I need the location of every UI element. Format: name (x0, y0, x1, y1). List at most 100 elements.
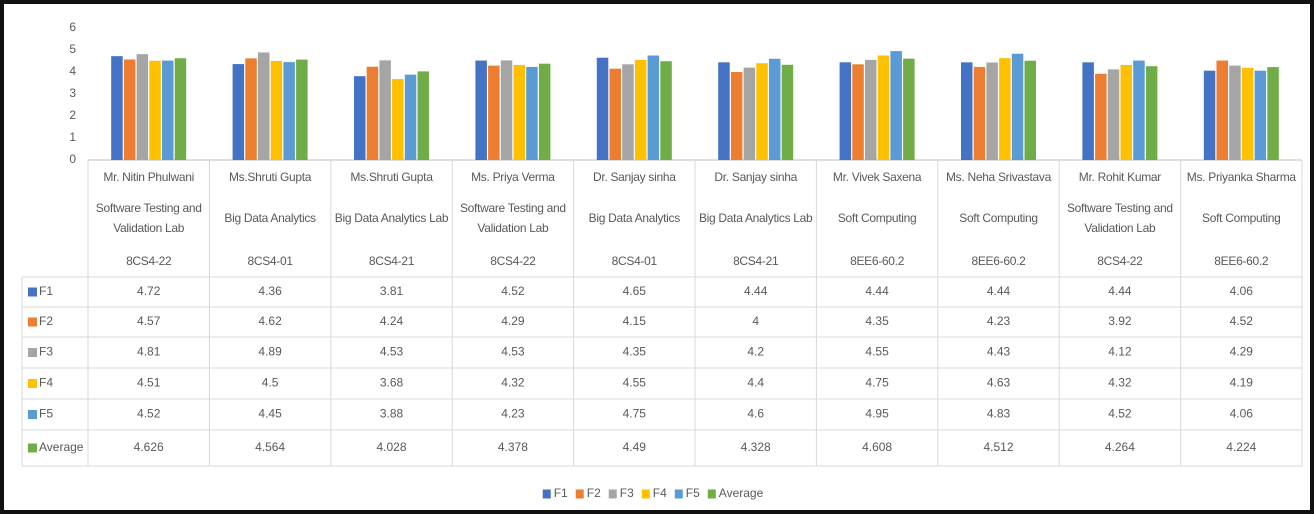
bar (973, 66, 986, 160)
category-code: 8CS4-01 (247, 254, 293, 268)
y-tick-label: 0 (69, 152, 76, 166)
category-subject: Soft Computing (837, 211, 917, 225)
table-value: 4.564 (255, 440, 285, 454)
bar (986, 62, 998, 160)
bar (1203, 70, 1216, 160)
table-row-label: F4 (39, 376, 53, 390)
table-value: 4.52 (501, 284, 525, 298)
category-subject: Software Testing and Validation Lab (1066, 201, 1173, 235)
bar (379, 60, 391, 161)
table-value: 4.06 (1230, 407, 1254, 421)
table-value: 4.512 (983, 440, 1013, 454)
table-row-label: F2 (39, 314, 53, 328)
legend-key (575, 489, 584, 499)
category-code: 8EE6-60.2 (1214, 254, 1269, 268)
category-subject: Big Data Analytics (588, 211, 681, 225)
table-value: 4.028 (376, 440, 406, 454)
bar (903, 58, 915, 160)
table-value: 4.53 (501, 345, 525, 359)
table-value: 4.6 (747, 407, 764, 421)
table-value: 4.72 (137, 284, 161, 298)
bar (1229, 65, 1241, 160)
bar (1120, 64, 1132, 160)
table-value: 4.45 (258, 407, 282, 421)
bar (596, 57, 609, 161)
bar (366, 66, 379, 160)
bar (500, 60, 513, 161)
table-value: 3.81 (380, 284, 404, 298)
bar (730, 72, 743, 160)
table-value: 4.44 (1108, 284, 1132, 298)
bar (743, 67, 756, 160)
bar (1024, 60, 1036, 160)
category-subject: Soft Computing (1202, 211, 1281, 225)
y-tick-label: 1 (69, 130, 76, 144)
bar (354, 76, 366, 160)
bar (1216, 60, 1228, 161)
table-value: 4.55 (865, 345, 889, 359)
category-name: Ms.Shruti Gupta (350, 170, 433, 184)
table-value: 4.44 (744, 284, 768, 298)
table-legend-key (28, 317, 37, 327)
category-subject: Big Data Analytics Lab (334, 211, 449, 225)
category-name: Ms. Priyanka Sharma (1186, 170, 1296, 184)
legend-label: F4 (653, 486, 667, 500)
table-value: 4.49 (623, 440, 647, 454)
category-name: Mr. Rohit Kumar (1078, 170, 1162, 184)
table-value: 4.626 (134, 440, 164, 454)
table-value: 4.52 (1230, 314, 1254, 328)
category-subject: Software Testing and Validation Lab (459, 201, 566, 235)
table-value: 4.57 (137, 314, 161, 328)
table-value: 4.81 (137, 345, 161, 359)
table-value: 4.44 (987, 284, 1011, 298)
table-value: 4.65 (623, 284, 647, 298)
table-value: 3.92 (1108, 314, 1132, 328)
category-code: 8CS4-22 (126, 254, 172, 268)
legend-key (674, 489, 683, 499)
bar (1107, 69, 1120, 160)
category-code: 8CS4-21 (368, 254, 415, 268)
bar (258, 52, 270, 160)
bar (149, 60, 161, 160)
y-tick-label: 6 (69, 20, 76, 34)
category-subject: Big Data Analytics Lab (698, 211, 813, 225)
table-value: 4.75 (865, 376, 889, 390)
category-code: 8EE6-60.2 (850, 254, 905, 268)
table-value: 4.53 (380, 345, 404, 359)
category-name: Dr. Sanjay sinha (592, 170, 676, 184)
bar (622, 64, 634, 160)
bar (162, 60, 174, 161)
bar (961, 62, 973, 160)
table-value: 4.328 (741, 440, 771, 454)
bar (513, 64, 525, 160)
legend-label: F5 (686, 486, 700, 500)
table-value: 4.29 (1230, 345, 1254, 359)
table-value: 4.89 (258, 345, 282, 359)
table-value: 4.378 (498, 440, 528, 454)
bar (270, 61, 283, 160)
category-subject: Big Data Analytics (224, 211, 316, 225)
table-value: 4.95 (865, 407, 889, 421)
bar (999, 58, 1011, 160)
bar (890, 51, 902, 160)
bar (839, 62, 852, 160)
table-legend-key (28, 443, 37, 453)
bar (488, 65, 500, 160)
legend-label: F1 (554, 486, 568, 500)
category-name: Ms. Priya Verma (471, 170, 555, 184)
y-tick-label: 4 (69, 64, 76, 78)
table-value: 4.29 (501, 314, 525, 328)
table-value: 4.52 (137, 407, 161, 421)
table-value: 4.5 (262, 376, 279, 390)
table-value: 4.224 (1226, 440, 1256, 454)
legend-label: F2 (587, 486, 601, 500)
legend-label: Average (719, 486, 764, 500)
table-value: 4.63 (987, 376, 1011, 390)
bar (647, 55, 660, 160)
y-tick-label: 3 (69, 86, 76, 100)
bar (660, 61, 672, 160)
legend-label: F3 (620, 486, 634, 500)
table-value: 4.32 (1108, 376, 1132, 390)
bar (865, 59, 877, 160)
